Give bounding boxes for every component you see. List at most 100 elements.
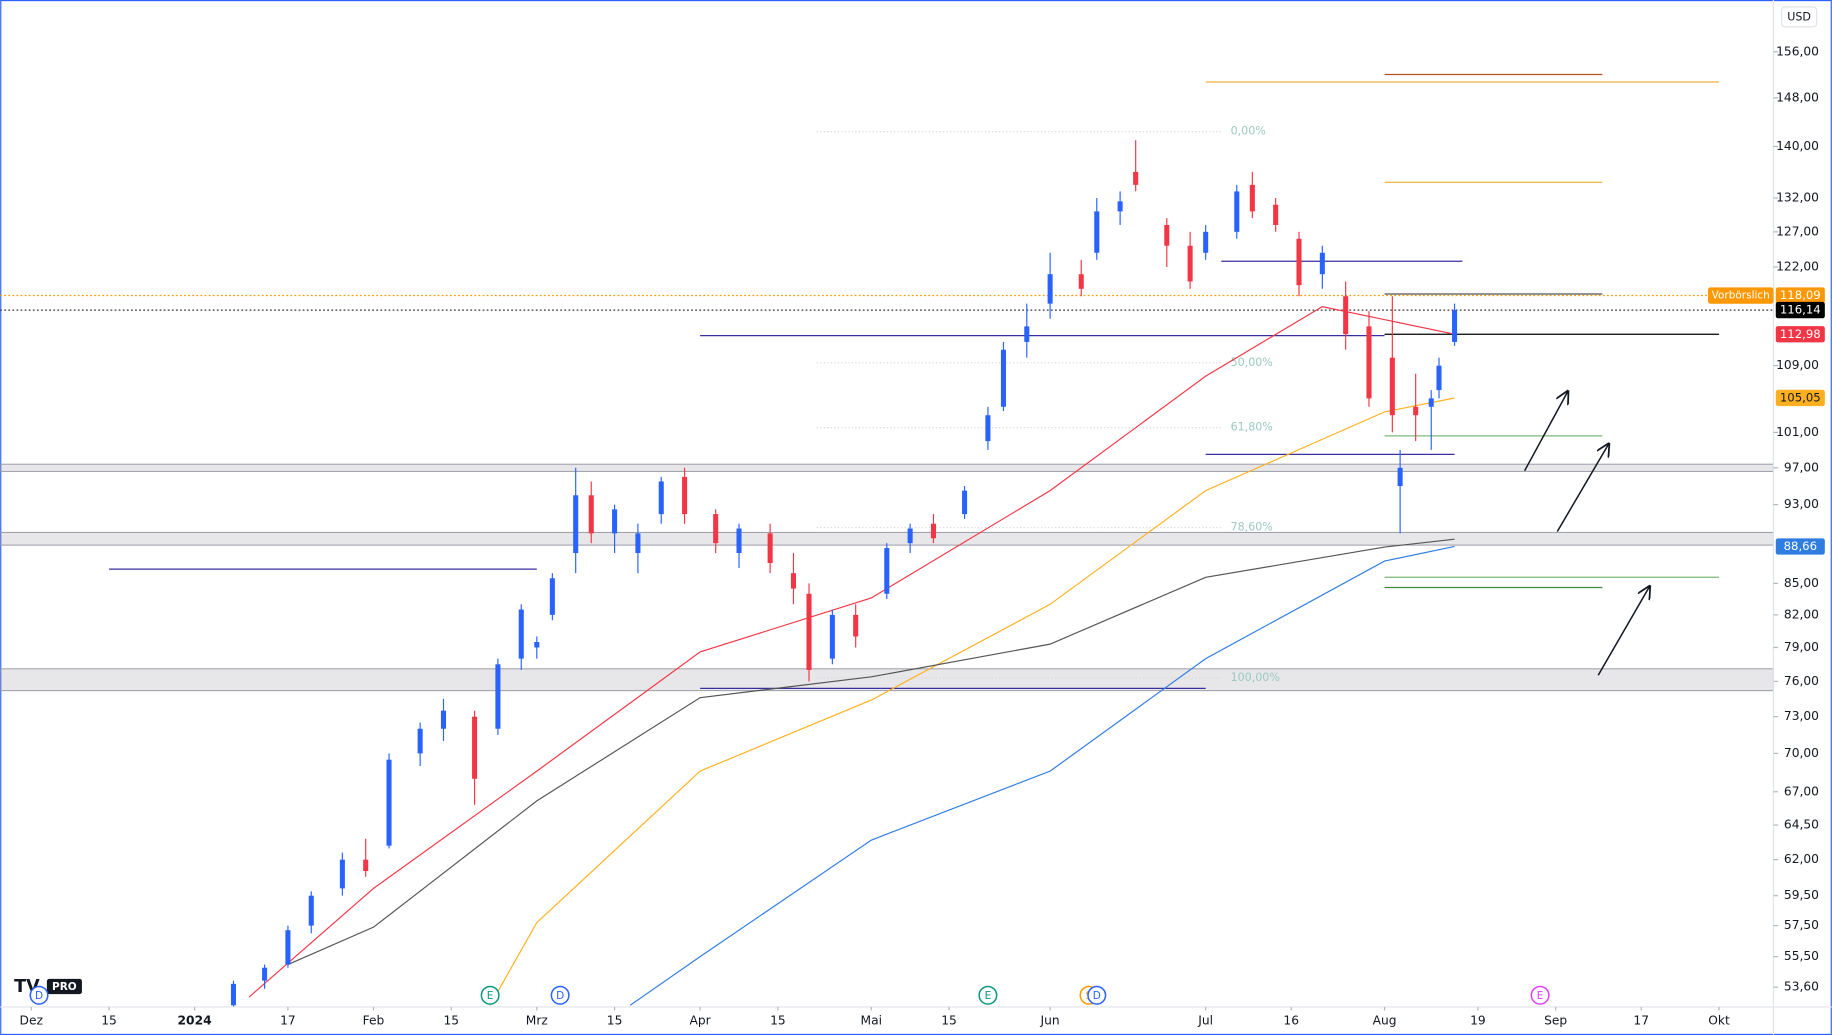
zone — [0, 463, 1774, 472]
candle-body — [339, 859, 345, 889]
candle-body — [573, 495, 579, 554]
candle-body — [1164, 224, 1170, 246]
candle-body — [1024, 326, 1030, 342]
candle-body — [1319, 252, 1325, 275]
x-tick-label: Aug — [1373, 1013, 1397, 1027]
zone — [0, 668, 1774, 692]
y-tick-label: 55,50 — [1784, 949, 1819, 963]
y-tick-label: 101,00 — [1776, 425, 1819, 439]
price-label-box — [1775, 301, 1825, 319]
x-tick-label: Okt — [1708, 1013, 1730, 1027]
event-marker — [978, 985, 998, 1005]
candle-body — [1249, 184, 1255, 212]
x-tick-label: 15 — [101, 1013, 117, 1027]
y-tick-label: 132,00 — [1776, 191, 1819, 205]
y-tick-label: 109,00 — [1776, 358, 1819, 372]
x-tick-label: 17 — [280, 1013, 296, 1027]
x-tick-label: 16 — [1283, 1013, 1299, 1027]
x-tick-label: Mai — [860, 1013, 881, 1027]
y-tick-label: 156,00 — [1776, 44, 1819, 58]
candle-body — [230, 983, 237, 1006]
currency[interactable]: USD — [1787, 11, 1811, 24]
y-tick-label: 57,50 — [1784, 918, 1819, 932]
event-marker — [480, 985, 500, 1005]
y-tick-label: 70,00 — [1784, 746, 1819, 760]
event-marker — [1087, 985, 1107, 1005]
candle-body — [790, 573, 796, 589]
y-tick-label: 73,00 — [1784, 709, 1819, 723]
y-tick-label: 97,00 — [1784, 460, 1819, 474]
event-label: E — [985, 990, 992, 1002]
y-tick-label: 127,00 — [1776, 224, 1819, 238]
candle-body — [884, 548, 890, 594]
currency-box[interactable] — [1781, 6, 1818, 28]
x-tick-label: Jul — [1197, 1013, 1213, 1027]
candle-body — [1078, 274, 1084, 289]
candle-body — [658, 481, 664, 515]
event-label: D — [556, 990, 564, 1002]
candle-body — [907, 528, 913, 544]
candle-body — [285, 930, 291, 965]
candle-body — [417, 728, 423, 754]
event-marker — [29, 985, 49, 1005]
candle-body — [713, 514, 719, 544]
candle-body — [1397, 467, 1403, 487]
price-label: 116,14 — [1780, 303, 1821, 317]
candle-body — [1094, 211, 1100, 253]
plot-area: 0,00% 50,00% 61,80% 78,60% 100,00% — [0, 73, 1774, 1007]
price-tag: Vorbörslich — [1712, 290, 1770, 302]
candle-body — [930, 523, 936, 539]
price-label-box — [1775, 389, 1825, 407]
price-label: 88,66 — [1784, 539, 1817, 553]
y-tick-label: 64,50 — [1784, 818, 1819, 832]
x-tick-label: Apr — [690, 1013, 712, 1027]
candle-body — [962, 490, 968, 515]
candle-body — [1047, 274, 1053, 304]
candle-body — [440, 710, 447, 729]
candle-body — [1413, 406, 1419, 416]
x-tick-label: 2024 — [178, 1013, 212, 1027]
candle-body — [1133, 171, 1139, 185]
arrows — [1523, 391, 1650, 676]
candle-body — [308, 895, 314, 926]
candle-body — [853, 614, 859, 637]
candle-body — [262, 967, 268, 981]
price-tag-box — [1708, 287, 1774, 304]
arrow — [1556, 444, 1608, 532]
fib-label: 0,00% — [1231, 125, 1266, 138]
y-tick-label: 122,00 — [1776, 260, 1819, 274]
x-tick-label: Sep — [1544, 1013, 1567, 1027]
event-label: E — [1537, 990, 1544, 1002]
candle-body — [363, 859, 369, 872]
candle-body — [386, 759, 392, 846]
fib-label: 50,00% — [1231, 356, 1273, 369]
x-tick-label: Feb — [363, 1013, 385, 1027]
candle-body — [518, 609, 524, 659]
price-label: 118,09 — [1780, 288, 1821, 302]
event-label: D — [35, 990, 43, 1002]
candle-body — [612, 509, 618, 534]
x-tick-label: 17 — [1633, 1013, 1649, 1027]
y-tick-label: 76,00 — [1784, 674, 1819, 688]
candle-body — [1234, 191, 1240, 232]
candle-body — [1436, 365, 1442, 391]
y-tick-label: 67,00 — [1784, 784, 1819, 798]
candle-body — [767, 533, 773, 564]
x-tick-label: Dez — [20, 1013, 43, 1027]
candle-body — [1389, 357, 1395, 416]
candle-body — [736, 528, 742, 554]
price-label: 112,98 — [1780, 327, 1821, 341]
fib-label: 61,80% — [1231, 421, 1273, 434]
logo-pro: PRO — [52, 981, 77, 993]
x-tick-label: 15 — [607, 1013, 623, 1027]
y-tick-label: 53,60 — [1784, 980, 1819, 994]
y-tick-label: 59,50 — [1784, 888, 1819, 902]
x-tick-label: 15 — [770, 1013, 786, 1027]
event-marker — [550, 985, 570, 1005]
y-tick-label: 140,00 — [1776, 139, 1819, 153]
candle-body — [1000, 349, 1006, 407]
moving-average — [248, 306, 1455, 998]
x-tick-label: 19 — [1470, 1013, 1486, 1027]
